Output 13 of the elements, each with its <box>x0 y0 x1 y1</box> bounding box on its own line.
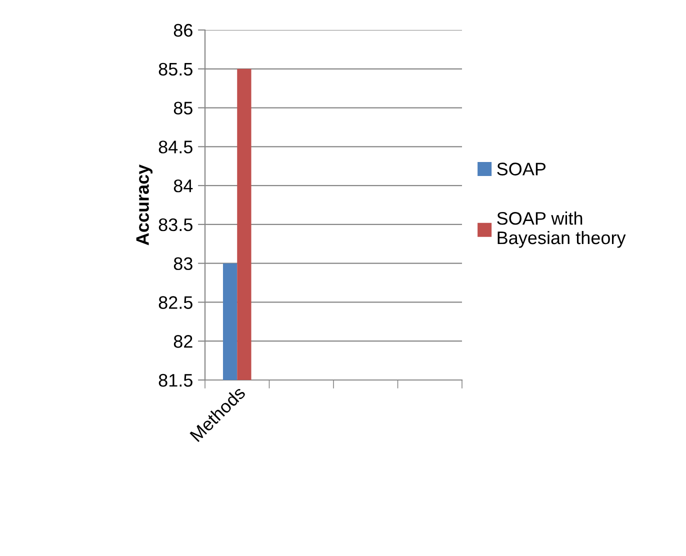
y-tick-label: 82 <box>174 335 192 348</box>
y-tick-label: 81.5 <box>158 374 192 387</box>
y-tick-label: 82.5 <box>158 296 192 309</box>
y-axis-title: Accuracy <box>136 164 152 246</box>
y-tick-label: 85.5 <box>158 62 192 76</box>
y-tick-label: 84 <box>174 179 193 192</box>
y-tick-label: 83.5 <box>158 218 192 232</box>
y-tick-label: 86 <box>174 24 192 37</box>
y-tick-label: 84.5 <box>158 140 192 154</box>
legend-label: SOAP with Bayesian theory <box>497 212 626 248</box>
y-tick-label: 85 <box>174 102 192 114</box>
legend-label: SOAP <box>497 162 546 176</box>
y-tick-label: 83 <box>174 257 192 270</box>
